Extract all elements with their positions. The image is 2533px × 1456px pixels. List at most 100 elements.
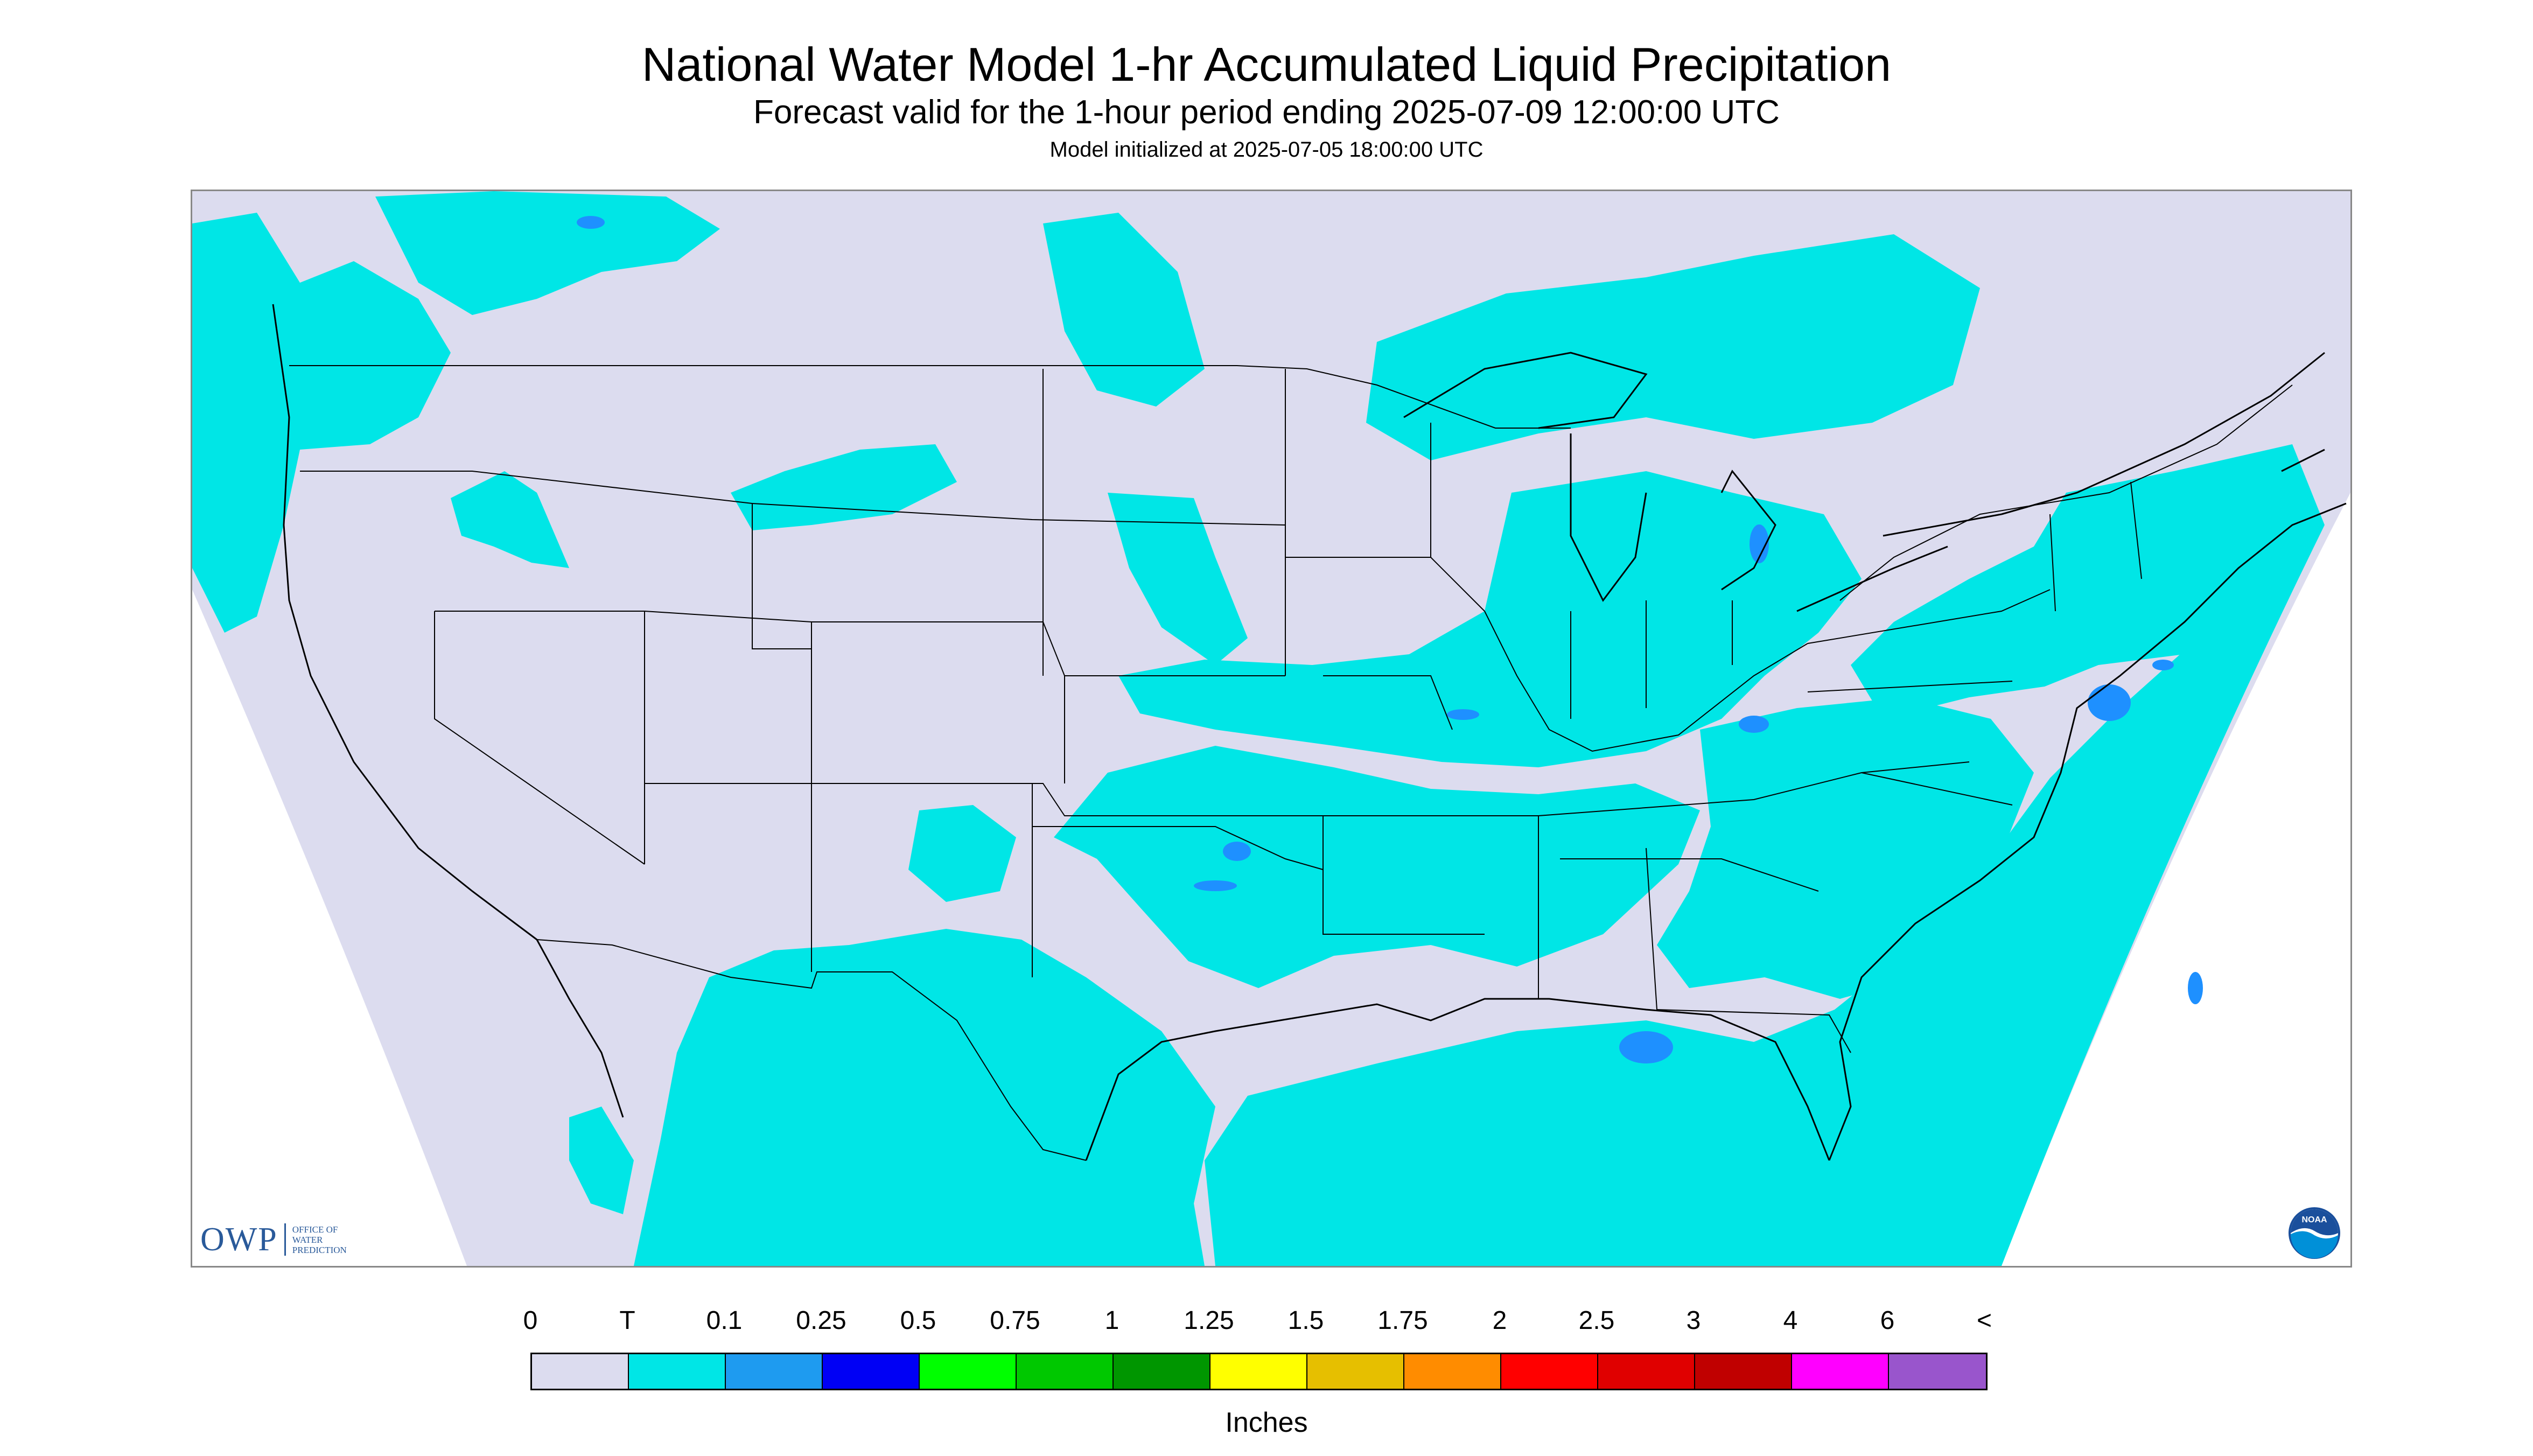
legend-swatch — [920, 1354, 1017, 1389]
map-canvas — [192, 191, 2350, 1266]
precip-area-atlantic-gulf — [1205, 525, 2325, 1266]
legend-label: 0.25 — [796, 1306, 846, 1335]
noaa-logo-label: NOAA — [2301, 1215, 2327, 1224]
legend-label: 6 — [1880, 1306, 1895, 1335]
light-precip-spot — [2088, 684, 2131, 721]
owp-logo: OWP OFFICE OF WATER PREDICTION — [200, 1218, 347, 1261]
legend-swatch — [1017, 1354, 1114, 1389]
legend-label: 0 — [523, 1306, 538, 1335]
light-precip-spots — [577, 216, 2203, 1063]
precip-area-northeast — [1851, 444, 2325, 719]
legend-label: 1 — [1104, 1306, 1119, 1335]
state-line — [1032, 783, 1324, 977]
state-line — [434, 611, 645, 865]
state-line — [1570, 600, 1733, 719]
state-line — [1285, 557, 1453, 730]
legend-label: 0.1 — [706, 1306, 743, 1335]
owp-mark: OWP — [200, 1221, 278, 1258]
precip-area-great-lakes-ohio-valley — [1118, 471, 1862, 767]
legend-label: 1.5 — [1288, 1306, 1324, 1335]
pacific-coastline — [272, 304, 624, 1118]
precip-area-colorado — [731, 444, 957, 530]
light-precip-spot — [1194, 880, 1237, 891]
legend-swatch — [1889, 1354, 1986, 1389]
state-line — [1861, 772, 2013, 806]
precip-area-southwest — [908, 805, 1016, 902]
legend-swatch — [1114, 1354, 1210, 1389]
legend-swatch — [1695, 1354, 1792, 1389]
state-line — [1430, 423, 1485, 612]
legend-label: 0.5 — [900, 1306, 936, 1335]
light-precip-spot — [1447, 709, 1479, 720]
noaa-logo: NOAA — [2289, 1207, 2340, 1259]
state-line — [1807, 589, 2051, 692]
legend-swatch — [1210, 1354, 1307, 1389]
legend-swatch — [1307, 1354, 1404, 1389]
legend-label: 2 — [1492, 1306, 1507, 1335]
state-line — [1323, 761, 1970, 816]
state-line — [1323, 816, 1485, 935]
light-precip-spot — [1619, 1031, 1673, 1063]
state-line — [1538, 816, 1819, 1010]
legend-labels: 0 T 0.1 0.25 0.5 0.75 1 1.25 1.5 1.75 2 2.5 3 4 6 < — [0, 1306, 2533, 1338]
projection-edge-left — [192, 590, 467, 1266]
gulf-coastline — [1085, 998, 1830, 1161]
legend-units: Inches — [1225, 1407, 1308, 1438]
light-precip-spot — [2152, 660, 2174, 670]
legend-swatch — [1598, 1354, 1695, 1389]
light-precip-spot — [1739, 716, 1769, 733]
state-line — [1656, 1009, 1851, 1053]
precip-area-saskatchewan — [1043, 213, 1205, 407]
owp-line-3: PREDICTION — [292, 1244, 347, 1255]
us-canada-border — [289, 365, 2293, 601]
legend-label: 0.75 — [990, 1306, 1040, 1335]
legend-label: 2.5 — [1578, 1306, 1615, 1335]
owp-text: OFFICE OF WATER PREDICTION — [292, 1224, 347, 1255]
legend-label: 1.75 — [1377, 1306, 1428, 1335]
legend-swatch — [1404, 1354, 1501, 1389]
legend-swatch — [532, 1354, 629, 1389]
precip-area-manitoba-ontario — [1366, 234, 1980, 460]
light-precip-spot — [1750, 524, 1769, 563]
model-init-line: Model initialized at 2025-07-05 18:00:00… — [1049, 138, 1484, 162]
state-line — [752, 503, 811, 649]
map-subtitle: Forecast valid for the 1-hour period end… — [753, 94, 1780, 131]
precip-area-pacific-nw — [192, 213, 451, 633]
legend-label: 4 — [1783, 1306, 1798, 1335]
great-lakes-shoreline — [1403, 352, 2002, 612]
precip-area-baja — [569, 1107, 634, 1214]
atlantic-coastline — [1828, 502, 2347, 1161]
owp-line-1: OFFICE OF — [292, 1224, 338, 1235]
trace-precip-areas — [192, 191, 2325, 1266]
precip-area-idaho — [451, 471, 569, 568]
precip-area-northern-plains — [1108, 493, 1248, 665]
precip-area-mexico — [634, 929, 1215, 1266]
state-boundaries — [289, 365, 2293, 1161]
precip-area-bc — [375, 191, 720, 315]
light-precip-spot — [577, 216, 605, 229]
state-line — [435, 611, 1285, 676]
projection-edge-right — [2002, 493, 2350, 1266]
light-precip-spot — [2188, 972, 2203, 1004]
legend-swatch — [726, 1354, 823, 1389]
legend-swatch — [1792, 1354, 1889, 1389]
coastlines — [272, 304, 2347, 1161]
state-line — [2049, 481, 2142, 612]
owp-line-2: WATER — [292, 1234, 323, 1245]
legend-swatch — [823, 1354, 920, 1389]
legend-label: 3 — [1686, 1306, 1701, 1335]
map-title: National Water Model 1-hr Accumulated Li… — [641, 38, 1892, 91]
legend-color-bar — [530, 1353, 1988, 1390]
owp-separator — [284, 1223, 286, 1256]
precipitation-map — [191, 190, 2352, 1268]
state-line — [645, 783, 1323, 816]
state-line — [1484, 611, 1808, 752]
legend-swatch — [629, 1354, 726, 1389]
light-precip-spot — [1223, 842, 1251, 861]
legend-label: < — [1976, 1306, 1992, 1335]
legend-label: 1.25 — [1184, 1306, 1234, 1335]
hudson-st-lawrence — [2001, 352, 2325, 515]
legend-label: T — [619, 1306, 635, 1335]
precip-area-southern-plains — [1054, 746, 1700, 988]
legend-swatch — [1501, 1354, 1598, 1389]
